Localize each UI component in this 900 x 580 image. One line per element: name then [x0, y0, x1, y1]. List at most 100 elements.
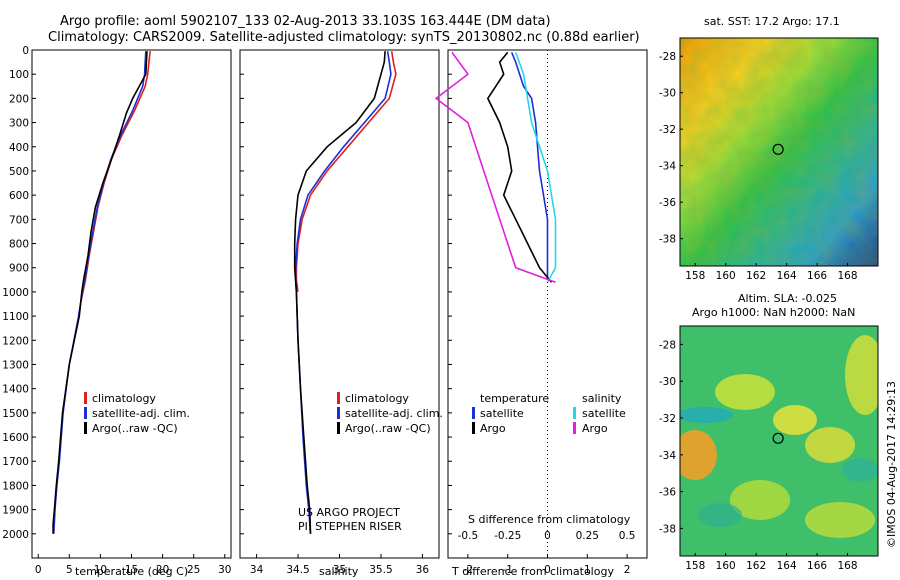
x-tick-label: 0 [35, 564, 42, 576]
project-annotation: US ARGO PROJECT [298, 506, 400, 519]
salinity-series [293, 51, 397, 534]
temperature-series [52, 51, 151, 534]
y-tick-label: 600 [9, 190, 29, 202]
legend-label-s-argo: Argo [582, 422, 608, 435]
map-x-tick-label: 164 [777, 560, 797, 572]
figure-title-line1: Argo profile: aoml 5902107_133 02-Aug-20… [60, 14, 551, 29]
x-tick-label: 35 [333, 564, 346, 576]
map-y-tick-label: -32 [659, 124, 676, 136]
y-tick-label: 800 [9, 239, 29, 251]
y-tick-label: 100 [9, 69, 29, 81]
sla-map-subtitle: Argo h1000: NaN h2000: NaN [692, 306, 855, 319]
x-tick-label: 15 [125, 564, 138, 576]
x-axis-ticks: 0 5 10 15 20 25 30 34 34.5 35 35.5 36 -2 -1 0 1 2 -0.5 -0.… [35, 530, 636, 576]
y-tick-label: 700 [9, 214, 29, 226]
map-y-tick-label: -30 [659, 376, 676, 388]
legend-swatch-satellite [337, 407, 340, 419]
salinity-panel-frame [239, 49, 440, 559]
map-x-tick-label: 158 [685, 560, 705, 572]
pi-annotation: PI: STEPHEN RISER [298, 520, 402, 533]
y-tick-label: 1100 [2, 311, 29, 323]
legend-label-s-satellite: satellite [582, 407, 626, 420]
y-tick-label: 1900 [2, 505, 29, 517]
legend-label-climatology: climatology [92, 392, 156, 405]
series-line-satellite-adj-clim- [294, 51, 392, 534]
legend-swatch-argo [84, 422, 87, 434]
legend-label-satellite: satellite-adj. clim. [345, 407, 443, 420]
series-line-satellite [514, 52, 557, 283]
legend-label-t-satellite: satellite [480, 407, 524, 420]
series-line-climatology [77, 51, 151, 317]
y-tick-label: 1700 [2, 456, 29, 468]
map-x-tick-label: 160 [716, 270, 736, 282]
x-tick-label: 10 [94, 564, 107, 576]
series-line-climatology [295, 51, 397, 293]
t-difference-xlabel: T difference from climatology [451, 565, 614, 578]
map-y-tick-label: -28 [659, 51, 676, 63]
x-tick-label: 35.5 [369, 564, 392, 576]
series-line-satellite-adj-clim- [53, 51, 147, 534]
y-tick-label: 1800 [2, 480, 29, 492]
x2-tick-label: 0.5 [619, 530, 636, 542]
y-tick-label: 300 [9, 118, 29, 130]
map-x-tick-label: 162 [746, 560, 766, 572]
sla-map-ticks: 158 160 162 164 166 168 -28 -30 -32 -34 -36 -38 [659, 339, 858, 572]
map-y-tick-label: -38 [659, 234, 676, 246]
map-y-tick-label: -32 [659, 413, 676, 425]
s-difference-xlabel: S difference from climatology [468, 513, 631, 526]
difference-legend: temperature salinity satellite Argo sate… [472, 392, 626, 435]
map-x-tick-label: 168 [838, 560, 858, 572]
x-tick-label: 2 [624, 564, 631, 576]
depth-axis-ticks: 0 100 200 300 400 500 600 700 800 900 1000 1100 1200… [2, 45, 452, 541]
y-tick-label: 2000 [2, 529, 29, 541]
figure-title-line2: Climatology: CARS2009. Satellite-adjuste… [48, 30, 640, 45]
legend-label-t-argo: Argo [480, 422, 506, 435]
temperature-legend: climatology satellite-adj. clim. Argo(..… [84, 392, 190, 435]
legend-swatch-argo [337, 422, 340, 434]
x-tick-label: 30 [218, 564, 231, 576]
legend-swatch-t-argo [472, 422, 475, 434]
y-tick-label: 1000 [2, 287, 29, 299]
y-tick-label: 1200 [2, 335, 29, 347]
x-tick-label: 36 [416, 564, 430, 576]
map-y-tick-label: -34 [659, 161, 676, 173]
map-y-tick-label: -36 [659, 197, 676, 209]
argo-location-marker [772, 143, 784, 155]
x2-tick-label: -0.25 [494, 530, 521, 542]
sst-map-ticks: 158 160 162 164 166 168 -28 -30 -32 -34 -36 -38 [659, 51, 858, 282]
sst-map-frame [679, 37, 879, 267]
x2-tick-label: 0.25 [576, 530, 599, 542]
map-y-tick-label: -36 [659, 487, 676, 499]
y-tick-label: 1400 [2, 384, 29, 396]
series-line-argo-raw-qc- [52, 51, 148, 534]
argo-location-marker [772, 432, 784, 444]
series-line-argo-raw-qc- [293, 51, 386, 534]
x-tick-label: 34 [250, 564, 264, 576]
legend-swatch-t-satellite [472, 407, 475, 419]
legend-title-temperature: temperature [480, 392, 549, 405]
x2-tick-label: -0.5 [458, 530, 479, 542]
difference-series [434, 50, 557, 558]
legend-label-satellite: satellite-adj. clim. [92, 407, 190, 420]
x-tick-label: -1 [502, 564, 512, 576]
map-x-tick-label: 158 [685, 270, 705, 282]
legend-swatch-satellite [84, 407, 87, 419]
sla-map-image [680, 326, 878, 556]
series-line-argo [486, 51, 553, 283]
x-tick-label: 34.5 [286, 564, 309, 576]
y-tick-label: 0 [22, 45, 29, 57]
series-line-argo [434, 51, 556, 283]
map-y-tick-label: -34 [659, 450, 676, 462]
salinity-legend: climatology satellite-adj. clim. Argo(..… [337, 392, 443, 435]
legend-swatch-climatology [337, 392, 340, 404]
y-tick-label: 200 [9, 93, 29, 105]
legend-label-argo: Argo(..raw -QC) [92, 422, 178, 435]
sla-map-frame [679, 325, 879, 557]
map-x-tick-label: 160 [716, 560, 736, 572]
legend-label-argo: Argo(..raw -QC) [345, 422, 431, 435]
x-tick-label: 1 [584, 564, 591, 576]
imos-credit: ©IMOS 04-Aug-2017 14:29:13 [885, 381, 898, 548]
legend-swatch-s-satellite [573, 407, 576, 419]
